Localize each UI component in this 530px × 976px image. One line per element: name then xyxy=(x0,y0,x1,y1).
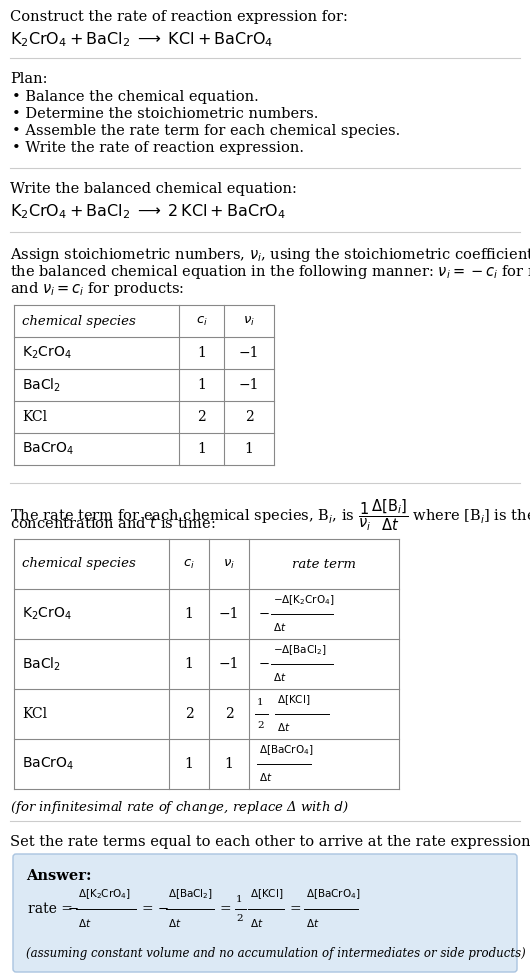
Text: $\Delta t$: $\Delta t$ xyxy=(273,621,287,633)
Text: $\mathrm{K_2CrO_4 + BaCl_2 \;\longrightarrow\; 2\,KCl + BaCrO_4}$: $\mathrm{K_2CrO_4 + BaCl_2 \;\longrighta… xyxy=(10,202,286,221)
Text: −: − xyxy=(259,607,270,621)
Text: $\Delta t$: $\Delta t$ xyxy=(250,917,263,929)
Text: The rate term for each chemical species, B$_i$, is $\dfrac{1}{\nu_i}\dfrac{\Delt: The rate term for each chemical species,… xyxy=(10,497,530,533)
Text: $\mathrm{K_2CrO_4 + BaCl_2 \;\longrightarrow\; KCl + BaCrO_4}$: $\mathrm{K_2CrO_4 + BaCl_2 \;\longrighta… xyxy=(10,30,273,49)
Text: 2: 2 xyxy=(257,721,263,730)
Text: $\Delta t$: $\Delta t$ xyxy=(259,771,272,783)
Text: • Write the rate of reaction expression.: • Write the rate of reaction expression. xyxy=(12,141,304,155)
Text: 1: 1 xyxy=(225,757,233,771)
Text: 2: 2 xyxy=(197,410,206,424)
Text: 2: 2 xyxy=(225,707,233,721)
Text: $\Delta t$: $\Delta t$ xyxy=(78,917,92,929)
Text: 1: 1 xyxy=(197,442,206,456)
Text: rate term: rate term xyxy=(292,557,356,571)
Text: $\mathrm{BaCl_2}$: $\mathrm{BaCl_2}$ xyxy=(22,655,61,672)
Text: −: − xyxy=(259,658,270,671)
Text: $\Delta[\mathrm{BaCrO_4}]$: $\Delta[\mathrm{BaCrO_4}]$ xyxy=(306,887,360,901)
Text: $\Delta[\mathrm{BaCrO_4}]$: $\Delta[\mathrm{BaCrO_4}]$ xyxy=(259,743,314,757)
Text: $\Delta[\mathrm{BaCl_2}]$: $\Delta[\mathrm{BaCl_2}]$ xyxy=(168,887,213,901)
Text: • Determine the stoichiometric numbers.: • Determine the stoichiometric numbers. xyxy=(12,107,319,121)
Text: 2: 2 xyxy=(236,914,243,923)
Text: $-\Delta[\mathrm{K_2CrO_4}]$: $-\Delta[\mathrm{K_2CrO_4}]$ xyxy=(273,593,334,607)
Text: $c_i$: $c_i$ xyxy=(196,314,207,328)
Text: −1: −1 xyxy=(238,378,259,392)
Text: 1: 1 xyxy=(197,378,206,392)
Text: • Balance the chemical equation.: • Balance the chemical equation. xyxy=(12,90,259,104)
Text: $\mathrm{K_2CrO_4}$: $\mathrm{K_2CrO_4}$ xyxy=(22,345,72,361)
FancyBboxPatch shape xyxy=(13,854,517,972)
Text: −1: −1 xyxy=(238,346,259,360)
Text: and $\nu_i = c_i$ for products:: and $\nu_i = c_i$ for products: xyxy=(10,280,184,298)
Text: Answer:: Answer: xyxy=(26,869,92,883)
Text: $\Delta t$: $\Delta t$ xyxy=(273,671,287,683)
Text: $\Delta[\mathrm{K_2CrO_4}]$: $\Delta[\mathrm{K_2CrO_4}]$ xyxy=(78,887,131,901)
Text: $-\Delta[\mathrm{BaCl_2}]$: $-\Delta[\mathrm{BaCl_2}]$ xyxy=(273,643,326,657)
Text: (for infinitesimal rate of change, replace Δ with $d$): (for infinitesimal rate of change, repla… xyxy=(10,799,349,816)
Text: $\Delta t$: $\Delta t$ xyxy=(168,917,181,929)
Text: $\mathrm{BaCrO_4}$: $\mathrm{BaCrO_4}$ xyxy=(22,755,74,772)
Text: 1: 1 xyxy=(184,757,193,771)
Text: −1: −1 xyxy=(219,607,239,621)
Text: the balanced chemical equation in the following manner: $\nu_i = -c_i$ for react: the balanced chemical equation in the fo… xyxy=(10,263,530,281)
Text: 1: 1 xyxy=(236,895,243,904)
Text: Plan:: Plan: xyxy=(10,72,48,86)
Text: 1: 1 xyxy=(257,698,263,707)
Text: $\mathrm{BaCl_2}$: $\mathrm{BaCl_2}$ xyxy=(22,377,61,393)
Text: 1: 1 xyxy=(197,346,206,360)
Text: Assign stoichiometric numbers, $\nu_i$, using the stoichiometric coefficients, $: Assign stoichiometric numbers, $\nu_i$, … xyxy=(10,246,530,264)
Text: $\Delta t$: $\Delta t$ xyxy=(306,917,320,929)
Text: 1: 1 xyxy=(184,607,193,621)
Text: $\nu_i$: $\nu_i$ xyxy=(243,314,255,328)
Text: $\nu_i$: $\nu_i$ xyxy=(223,557,235,571)
Text: $\mathrm{BaCrO_4}$: $\mathrm{BaCrO_4}$ xyxy=(22,441,74,457)
Text: $\Delta t$: $\Delta t$ xyxy=(277,721,290,733)
Text: −: − xyxy=(68,903,79,915)
Text: 1: 1 xyxy=(184,657,193,671)
Text: −1: −1 xyxy=(219,657,239,671)
Text: $\Delta[\mathrm{KCl}]$: $\Delta[\mathrm{KCl}]$ xyxy=(277,693,310,707)
Text: Construct the rate of reaction expression for:: Construct the rate of reaction expressio… xyxy=(10,10,348,24)
Text: Write the balanced chemical equation:: Write the balanced chemical equation: xyxy=(10,182,297,196)
Text: $c_i$: $c_i$ xyxy=(183,557,195,571)
Text: =: = xyxy=(290,902,306,916)
Text: Set the rate terms equal to each other to arrive at the rate expression:: Set the rate terms equal to each other t… xyxy=(10,835,530,849)
Text: (assuming constant volume and no accumulation of intermediates or side products): (assuming constant volume and no accumul… xyxy=(26,947,526,960)
Text: rate =: rate = xyxy=(28,902,77,916)
Text: chemical species: chemical species xyxy=(22,557,136,571)
Text: 2: 2 xyxy=(184,707,193,721)
Text: $\mathrm{K_2CrO_4}$: $\mathrm{K_2CrO_4}$ xyxy=(22,606,72,623)
Text: −: − xyxy=(158,903,169,915)
Text: 2: 2 xyxy=(245,410,253,424)
Text: • Assemble the rate term for each chemical species.: • Assemble the rate term for each chemic… xyxy=(12,124,400,138)
Text: 1: 1 xyxy=(244,442,253,456)
Text: $\Delta[\mathrm{KCl}]$: $\Delta[\mathrm{KCl}]$ xyxy=(250,887,284,901)
Text: =: = xyxy=(220,902,236,916)
Text: chemical species: chemical species xyxy=(22,314,136,328)
Text: =: = xyxy=(142,902,158,916)
Text: KCl: KCl xyxy=(22,410,47,424)
Text: KCl: KCl xyxy=(22,707,47,721)
Text: concentration and $t$ is time:: concentration and $t$ is time: xyxy=(10,515,216,531)
